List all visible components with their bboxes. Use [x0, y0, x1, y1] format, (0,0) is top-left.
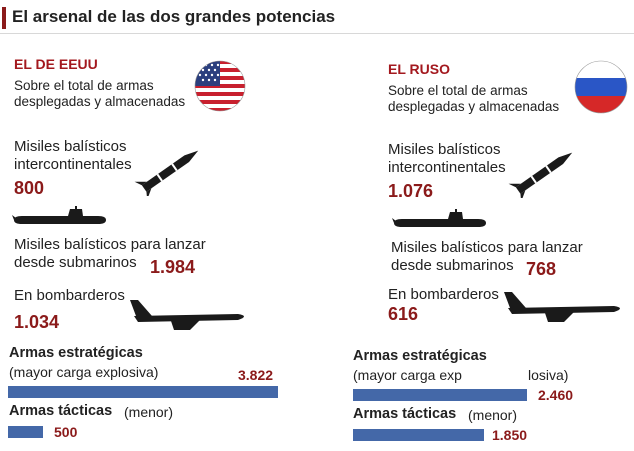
usa-bomber-value: 1.034: [14, 312, 60, 332]
russia-strategic-note-a: (mayor carga exp: [353, 367, 462, 383]
russia-subtitle-line-1: Sobre el total de armas: [388, 83, 528, 98]
russia-icbm-label-2: intercontinentales: [388, 159, 506, 176]
missile-icon: [134, 150, 199, 196]
usa-tactical-bar: [8, 426, 43, 438]
submarine-icon: [392, 209, 486, 227]
page-title: El arsenal de las dos grandes potencias: [12, 7, 336, 26]
russia-tactical-note: (menor): [468, 407, 518, 423]
russia-subtitle-line-2: desplegadas y almacenadas: [388, 99, 560, 114]
usa-country-label: EL DE EEUU: [14, 56, 98, 72]
usa-strategic-label: Armas estratégicas: [9, 345, 143, 361]
russia-bomber-label: En bombarderos: [388, 286, 499, 303]
usa-tactical-label: Armas tácticas: [9, 403, 113, 419]
russia-tactical-bar: [353, 429, 484, 441]
usa-slbm-value: 1.984: [150, 257, 196, 277]
usa-strategic-bar: [8, 386, 278, 398]
bomber-icon: [130, 300, 244, 330]
usa-tactical-note: (menor): [124, 404, 174, 420]
russia-tactical-label: Armas tácticas: [353, 406, 457, 422]
bomber-icon: [504, 292, 620, 322]
russia-slbm-label-2: desde submarinos: [391, 257, 514, 274]
russia-strategic-bar: [353, 389, 527, 401]
russia-slbm-value: 768: [526, 259, 557, 279]
russia-bomber-value: 616: [388, 304, 419, 324]
russia-flag-icon: [574, 60, 628, 114]
russia-tactical-value: 1.850: [492, 427, 528, 443]
title-divider: [0, 33, 634, 34]
usa-strategic-value: 3.822: [238, 367, 274, 383]
russia-strategic-note-b: losiva): [528, 367, 569, 383]
usa-subtitle-line-1: Sobre el total de armas: [14, 78, 154, 93]
russia-strategic-value: 2.460: [538, 387, 574, 403]
usa-icbm-label-2: intercontinentales: [14, 156, 132, 173]
russia-icbm-label-1: Misiles balísticos: [388, 141, 501, 158]
us-flag-icon: [194, 60, 246, 112]
usa-icbm-label-1: Misiles balísticos: [14, 138, 127, 155]
usa-bomber-label: En bombarderos: [14, 287, 125, 304]
usa-icbm-value: 800: [14, 178, 45, 198]
title-accent-bar: [2, 7, 6, 29]
russia-icbm-value: 1.076: [388, 181, 434, 201]
russia-slbm-label-1: Misiles balísticos para lanzar: [391, 239, 583, 256]
usa-slbm-label-1: Misiles balísticos para lanzar: [14, 236, 206, 253]
usa-tactical-value: 500: [54, 424, 78, 440]
russia-strategic-label: Armas estratégicas: [353, 348, 487, 364]
russia-country-label: EL RUSO: [388, 61, 450, 77]
usa-subtitle-line-2: desplegadas y almacenadas: [14, 94, 186, 109]
usa-slbm-label-2: desde submarinos: [14, 254, 137, 271]
usa-strategic-note: (mayor carga explosiva): [9, 364, 159, 380]
missile-icon: [508, 152, 573, 198]
submarine-icon: [12, 206, 106, 224]
